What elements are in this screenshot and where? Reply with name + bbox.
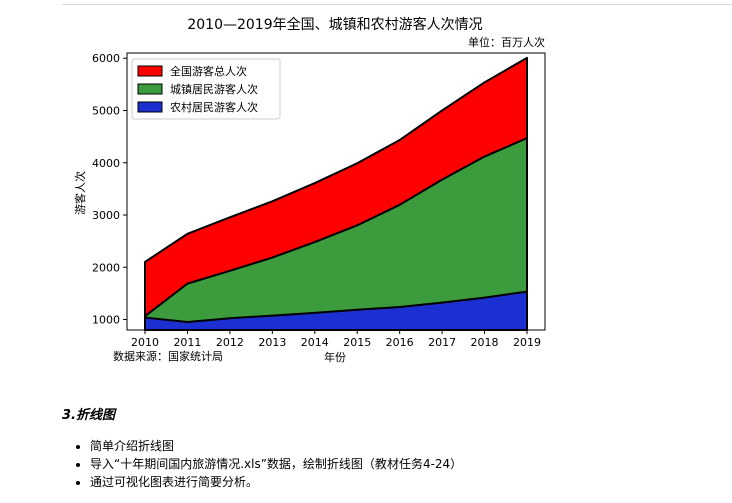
section-heading: 3.折线图 <box>62 408 115 423</box>
y-tick-label: 2000 <box>92 261 120 274</box>
plot-frame <box>126 52 546 331</box>
bullet-item: 通过可视化图表进行简要分析。 <box>90 473 722 491</box>
legend-label: 农村居民游客人次 <box>170 100 258 114</box>
x-tick-label: 2012 <box>216 336 244 349</box>
x-axis-label: 年份 <box>324 350 346 364</box>
source-note: 数据来源：国家统计局 <box>113 349 223 363</box>
legend-swatch <box>137 101 163 113</box>
legend-label: 全国游客总人次 <box>170 64 247 78</box>
y-tick-label: 1000 <box>92 314 120 327</box>
unit-note: 单位：百万人次 <box>468 35 545 49</box>
y-tick-label: 4000 <box>92 157 120 170</box>
x-tick-label: 2017 <box>428 336 456 349</box>
legend-swatch <box>137 65 163 77</box>
x-tick-label: 2018 <box>471 336 499 349</box>
y-tick-label: 3000 <box>92 209 120 222</box>
area-series-3 <box>144 290 528 331</box>
x-tick-label: 2011 <box>173 336 201 349</box>
x-tick-label: 2010 <box>131 336 159 349</box>
legend-label: 城镇居民游客人次 <box>170 82 258 96</box>
area-series-2 <box>144 137 528 331</box>
top-divider <box>62 0 732 5</box>
plot-area: 2010 2011 2012 2013 2014 2015 2016 2017 2018 2019… <box>92 52 546 349</box>
bullet-list: 简单介绍折线图 导入“十年期间国内旅游情况.xls”数据，绘制折线图（教材任务4… <box>62 437 722 491</box>
y-tick-label: 6000 <box>92 52 120 65</box>
legend-swatch <box>137 83 163 95</box>
y-axis-label: 游客人次 <box>73 171 87 215</box>
bullet-item: 导入“十年期间国内旅游情况.xls”数据，绘制折线图（教材任务4-24） <box>90 455 722 473</box>
x-tick-label: 2014 <box>301 336 329 349</box>
legend-box <box>131 58 281 120</box>
x-tick-label: 2013 <box>258 336 286 349</box>
bullet-item: 简单介绍折线图 <box>90 437 722 455</box>
y-tick-label: 5000 <box>92 104 120 117</box>
chart-title: 2010—2019年全国、城镇和农村游客人次情况 <box>187 16 482 33</box>
section-line-chart: 3.折线图 简单介绍折线图 导入“十年期间国内旅游情况.xls”数据，绘制折线图… <box>62 404 722 491</box>
x-tick-label: 2019 <box>513 336 541 349</box>
x-tick-label: 2015 <box>343 336 371 349</box>
area-chart: 2010—2019年全国、城镇和农村游客人次情况 单位：百万人次 数据来源：国家… <box>73 16 546 364</box>
x-tick-label: 2016 <box>386 336 414 349</box>
